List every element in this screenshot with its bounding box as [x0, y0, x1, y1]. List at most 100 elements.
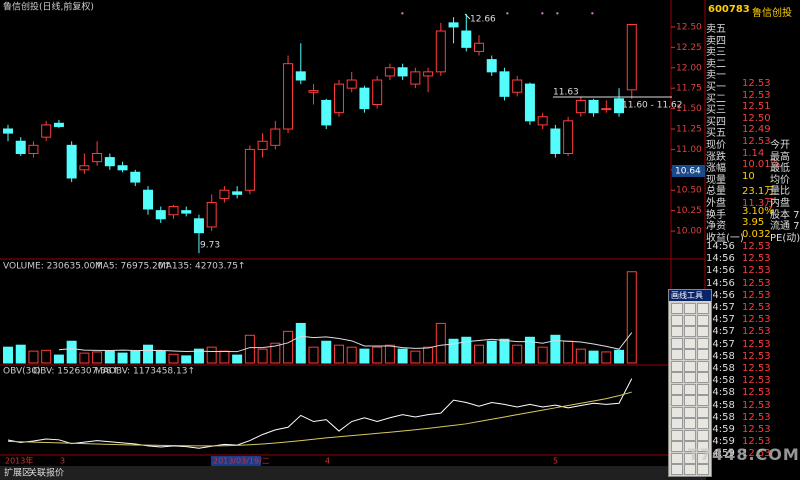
volume-bar [512, 344, 523, 364]
tab[interactable]: 扩展区 [4, 467, 31, 479]
volume-bar [181, 355, 192, 364]
tool-button[interactable] [671, 406, 683, 418]
tick-price: 12.53 [742, 265, 771, 277]
candle-body [257, 140, 268, 150]
tool-button[interactable] [671, 464, 683, 475]
tool-button[interactable] [684, 464, 696, 475]
tool-button[interactable] [697, 337, 709, 349]
tool-button[interactable] [684, 395, 696, 406]
candle-body [423, 71, 434, 77]
tool-button[interactable] [671, 360, 683, 372]
tool-button[interactable] [697, 406, 709, 418]
cursor-price: 10.64 [675, 167, 701, 177]
volume-bar [295, 322, 306, 364]
tool-button[interactable] [684, 314, 696, 326]
tool-button[interactable] [697, 452, 709, 464]
candle-body [41, 124, 52, 138]
volume-bar [41, 349, 52, 364]
tool-button[interactable] [684, 326, 696, 337]
tool-button[interactable] [671, 395, 683, 406]
tool-button[interactable] [697, 418, 709, 429]
candle-body [53, 122, 64, 128]
tool-button[interactable] [684, 349, 696, 360]
tool-button[interactable] [671, 429, 683, 441]
tool-button[interactable] [671, 349, 683, 360]
tool-button[interactable] [697, 464, 709, 475]
tool-button[interactable] [684, 441, 696, 452]
candle-body [499, 71, 510, 97]
volume-bar [193, 348, 204, 364]
event-mark: • [590, 10, 595, 19]
candle-body [321, 99, 332, 126]
tool-button[interactable] [697, 349, 709, 360]
stat-value: 3.95 [742, 217, 765, 229]
stat-label: 今开 [770, 140, 790, 151]
tool-button[interactable] [697, 429, 709, 441]
tab[interactable]: 关联报价 [28, 467, 64, 479]
tool-button[interactable] [671, 303, 683, 314]
stat-value: 12.53 [742, 136, 771, 147]
tick-time: 14:58 [706, 350, 735, 362]
event-mark: • [505, 10, 510, 19]
stat-label: 最低 [770, 163, 790, 175]
candle-body [15, 140, 26, 154]
candle-body [372, 79, 383, 106]
tool-button[interactable] [671, 337, 683, 349]
tick-time: 14:58 [706, 375, 735, 387]
tool-button[interactable] [697, 360, 709, 372]
candle-body [181, 210, 192, 214]
tick-time: 14:56 [706, 265, 735, 277]
tick-time: 14:57 [706, 326, 735, 338]
tool-button[interactable] [684, 429, 696, 441]
tool-button[interactable] [697, 395, 709, 406]
tool-button[interactable] [671, 441, 683, 452]
tick-price: 12.53 [742, 241, 771, 252]
tick-time: 14:59 [706, 448, 735, 460]
tool-button[interactable] [671, 314, 683, 326]
price-annotation: 12.66 [470, 15, 496, 25]
tool-button[interactable] [684, 418, 696, 429]
tool-button[interactable] [697, 441, 709, 452]
volume-bar [104, 350, 115, 364]
candle-body [614, 98, 625, 114]
tool-button[interactable] [671, 372, 683, 383]
volume-bar [372, 346, 383, 364]
price-annotation: 9.73 [200, 241, 220, 251]
candle-body [295, 71, 306, 81]
tool-button[interactable] [684, 372, 696, 383]
tool-button[interactable] [697, 383, 709, 395]
volume-label: MA135: 42703.75↑ [158, 262, 245, 272]
tool-button[interactable] [684, 383, 696, 395]
volume-bar [270, 342, 281, 364]
tool-button[interactable] [684, 452, 696, 464]
candle-body [308, 90, 319, 93]
tool-button[interactable] [697, 372, 709, 383]
tool-button[interactable] [684, 360, 696, 372]
candle-body [384, 67, 395, 77]
volume-bar [219, 350, 230, 364]
tick-price: 12.53 [742, 277, 771, 289]
book-label: 买三 [706, 105, 726, 117]
tool-button[interactable] [697, 326, 709, 337]
volume-bar [257, 348, 268, 364]
drawing-toolbar[interactable]: 画线工具 [668, 289, 712, 477]
tool-button[interactable] [697, 303, 709, 314]
book-label: 买二 [706, 93, 726, 105]
tool-button[interactable] [671, 326, 683, 337]
tool-button[interactable] [671, 452, 683, 464]
tool-button[interactable] [684, 303, 696, 314]
tick-time: 14:56 [706, 241, 735, 252]
tool-button[interactable] [684, 406, 696, 418]
tool-button[interactable] [671, 383, 683, 395]
stock-code: 600783 [708, 4, 750, 15]
stat-label: 外盘 [706, 198, 726, 209]
volume-bar [563, 340, 574, 364]
candle-body [588, 99, 599, 114]
tool-button[interactable] [671, 418, 683, 429]
tool-button[interactable] [697, 314, 709, 326]
tick-time: 14:59 [706, 424, 735, 435]
tick-time: 14:58 [706, 411, 735, 423]
volume-bar [321, 340, 332, 364]
volume-bar [435, 322, 446, 364]
tool-button[interactable] [684, 337, 696, 349]
